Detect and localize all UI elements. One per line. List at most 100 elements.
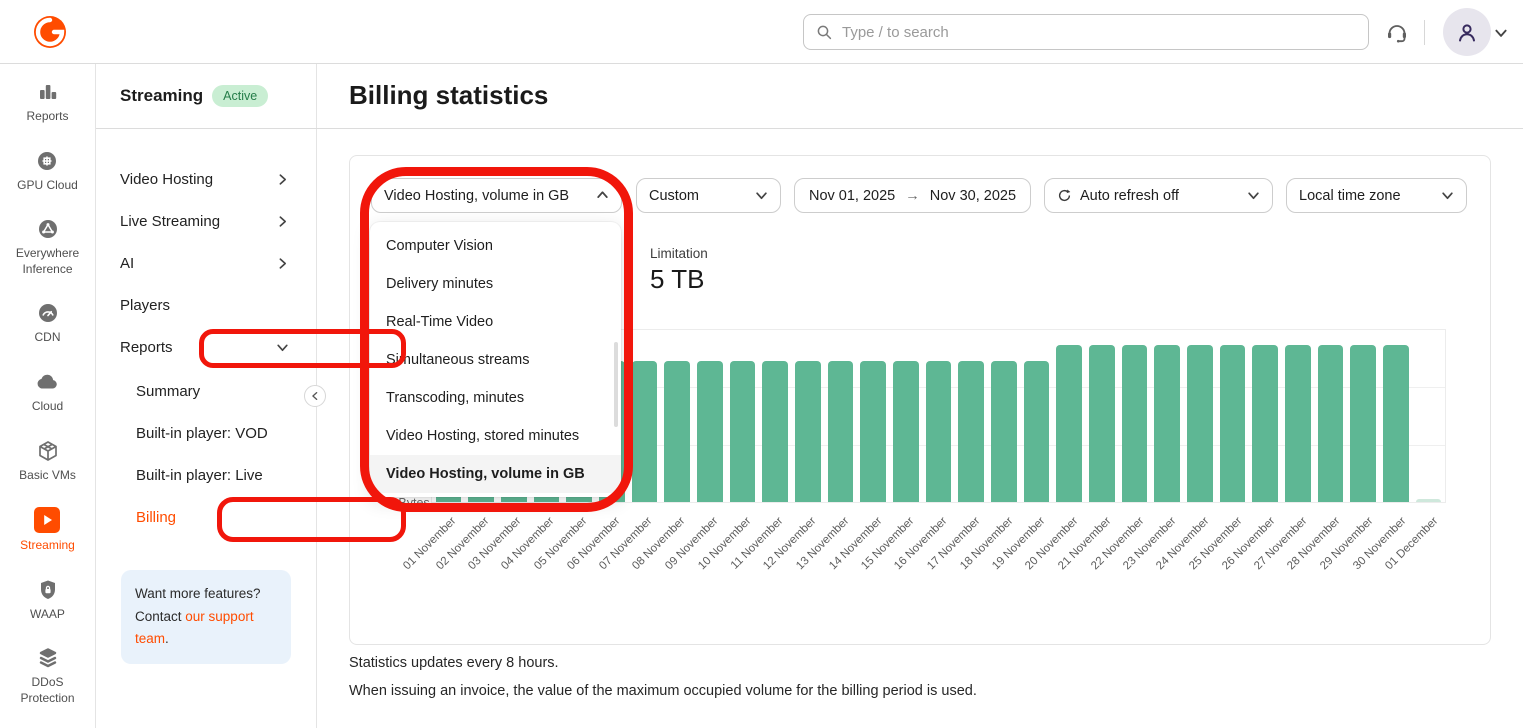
rail-item-label: Cloud — [31, 398, 64, 413]
chart-bar — [631, 360, 658, 502]
auto-refresh-select[interactable]: Auto refresh off — [1044, 178, 1273, 213]
sidebar-item-live-streaming[interactable]: Live Streaming — [96, 207, 317, 235]
sidebar-item-video-hosting[interactable]: Video Hosting — [96, 165, 317, 193]
dropdown-option-video-hosting-stored-minutes[interactable]: Video Hosting, stored minutes — [386, 428, 580, 444]
cloud-icon — [34, 370, 60, 394]
icon-rail: Reports GPU Cloud Everywhere Inference CDN C… — [0, 64, 96, 728]
dropdown-option-computer-vision[interactable]: Computer Vision — [386, 238, 493, 254]
x-axis-labels: 01 November 02 November 03 November 04 Nove… — [401, 507, 1446, 602]
chart-bar — [1154, 345, 1181, 502]
statistics-note: Statistics updates every 8 hours. — [349, 655, 559, 671]
bar-chart-icon — [36, 80, 60, 104]
sidebar-collapse-button[interactable] — [304, 385, 326, 407]
avatar[interactable] — [1443, 8, 1491, 56]
rail-item-cdn[interactable]: CDN — [35, 301, 61, 346]
sidebar-item-label: AI — [120, 254, 135, 272]
arrow-right-icon: → — [905, 187, 920, 204]
chart-bar — [1285, 345, 1311, 502]
chart-bar — [1317, 345, 1344, 502]
chevron-right-icon — [276, 173, 289, 186]
search-input[interactable] — [842, 23, 1356, 41]
limitation-value: 5 TB — [650, 264, 705, 294]
chart-bar — [696, 360, 723, 502]
info-text-suffix: . — [165, 631, 169, 647]
metric-select[interactable]: Video Hosting, volume in GB — [371, 178, 622, 213]
rail-item-everywhere-inference[interactable]: Everywhere Inference — [6, 217, 90, 277]
timezone-select[interactable]: Local time zone — [1286, 178, 1467, 213]
chart-bar — [729, 360, 756, 502]
gpu-chip-icon — [35, 149, 59, 173]
chevron-down-icon — [1441, 189, 1454, 202]
chart-bar — [1383, 345, 1409, 502]
rail-item-label: Basic VMs — [19, 467, 76, 482]
chart-bar — [925, 360, 952, 502]
rail-item-gpu-cloud[interactable]: GPU Cloud — [17, 149, 78, 194]
inference-network-icon — [36, 217, 60, 241]
user-menu-chevron-down-icon[interactable] — [1494, 26, 1508, 40]
sidebar-item-label: Reports — [120, 338, 173, 356]
rail-item-ddos-protection[interactable]: DDoS Protection — [6, 646, 90, 706]
support-info-box: Want more features? Contact our support … — [121, 570, 291, 665]
metric-dropdown-panel: Computer Vision Delivery minutes Real-Time… — [370, 222, 621, 497]
sidebar-item-players[interactable]: Players — [96, 291, 317, 319]
sidebar-item-reports[interactable]: Reports — [96, 333, 317, 361]
auto-refresh-value: Auto refresh off — [1080, 187, 1179, 204]
sidebar-item-label: Billing — [136, 508, 177, 526]
sidebar-item-summary[interactable]: Summary — [96, 377, 317, 405]
dropdown-scrollbar[interactable] — [614, 342, 618, 427]
sidebar-item-label: Players — [120, 296, 171, 314]
limitation-label: Limitation — [650, 246, 708, 261]
support-headset-icon[interactable] — [1384, 19, 1410, 45]
limitation-block: Limitation 5 TB — [650, 246, 708, 295]
rail-item-label: Reports — [26, 109, 69, 123]
rail-item-cloud[interactable]: Cloud — [32, 370, 63, 415]
dropdown-option-transcoding-minutes[interactable]: Transcoding, minutes — [386, 390, 525, 406]
chart-bar — [1187, 345, 1213, 502]
chevron-up-icon — [596, 189, 609, 202]
support-team-link[interactable]: our support team — [135, 608, 254, 647]
rail-item-label: GPU Cloud — [17, 177, 78, 192]
streaming-sidebar: Streaming Active Video Hosting Live Strea… — [96, 64, 317, 728]
dropdown-option-real-time-video[interactable]: Real-Time Video — [386, 314, 494, 330]
date-range-picker[interactable]: Nov 01, 2025 → Nov 30, 2025 — [794, 178, 1031, 213]
sidebar-header: Streaming Active — [96, 64, 317, 129]
rail-item-label: Streaming — [20, 538, 75, 553]
rail-item-label: WAAP — [30, 606, 65, 621]
period-select-value: Custom — [649, 187, 699, 204]
main-header: Billing statistics — [317, 64, 1523, 129]
chart-bar — [1252, 345, 1279, 502]
cube-icon — [36, 439, 60, 463]
dropdown-option-delivery-minutes[interactable]: Delivery minutes — [386, 276, 494, 292]
chevron-right-icon — [276, 257, 289, 270]
sidebar-item-label: Built-in player: Live — [136, 466, 263, 484]
gcore-logo-icon[interactable] — [34, 16, 66, 48]
rail-item-label: Everywhere Inference — [15, 246, 80, 276]
rail-item-streaming[interactable]: Streaming — [20, 507, 75, 554]
rail-item-basic-vms[interactable]: Basic VMs — [19, 439, 76, 484]
chevron-right-icon — [276, 215, 289, 228]
period-select[interactable]: Custom — [636, 178, 781, 213]
sidebar-item-built-in-player-live[interactable]: Built-in player: Live — [96, 461, 317, 489]
sidebar-item-ai[interactable]: AI — [96, 249, 317, 277]
dropdown-option-simultaneous-streams[interactable]: Simultaneous streams — [386, 352, 530, 368]
sidebar-item-billing[interactable]: Billing — [96, 503, 317, 531]
date-to: Nov 30, 2025 — [929, 187, 1017, 204]
chart-bar — [1089, 345, 1115, 502]
dropdown-option-video-hosting-volume-in-gb[interactable]: Video Hosting, volume in GB — [370, 455, 621, 493]
info-text: Want more features? Contact — [135, 586, 261, 624]
sidebar-item-label: Built-in player: VOD — [136, 424, 268, 442]
play-icon — [34, 507, 61, 534]
chart-bar — [827, 360, 854, 502]
chevron-down-icon — [755, 189, 768, 202]
refresh-icon — [1057, 188, 1072, 203]
top-header — [0, 0, 1523, 64]
chart-bar — [892, 360, 919, 502]
header-divider — [1424, 20, 1425, 45]
chart-bar — [991, 360, 1017, 502]
chevron-down-icon — [276, 341, 289, 354]
timezone-value: Local time zone — [1299, 187, 1401, 204]
rail-item-waap[interactable]: WAAP — [30, 578, 65, 623]
rail-item-reports[interactable]: Reports — [26, 80, 69, 125]
sidebar-item-built-in-player-vod[interactable]: Built-in player: VOD — [96, 419, 317, 447]
